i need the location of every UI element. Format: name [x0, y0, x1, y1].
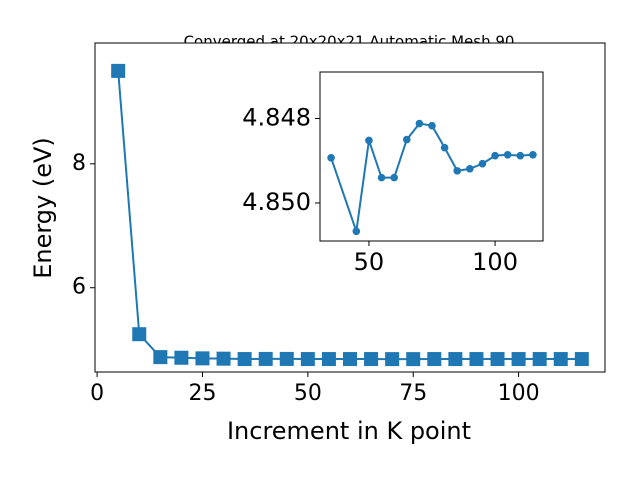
y-tick-label: 4.850: [242, 188, 311, 216]
marker: [237, 352, 252, 367]
marker: [402, 135, 411, 144]
marker: [453, 167, 462, 175]
x-tick-label: 75: [399, 381, 427, 406]
marker: [532, 352, 547, 367]
marker: [428, 121, 436, 130]
x-tick-label: 0: [90, 381, 104, 406]
marker: [377, 173, 386, 182]
x-axis-label: Increment in K point: [227, 417, 471, 445]
y-tick-label: 6: [72, 275, 86, 300]
marker: [415, 119, 424, 128]
marker: [466, 164, 474, 173]
marker: [216, 351, 231, 366]
marker: [327, 153, 335, 162]
marker: [491, 151, 499, 160]
marker: [478, 159, 487, 168]
marker: [321, 352, 336, 367]
marker: [385, 352, 400, 367]
marker: [516, 151, 525, 160]
marker: [365, 136, 373, 145]
marker: [300, 352, 315, 367]
y-tick-label: 8: [72, 151, 86, 176]
marker: [390, 173, 398, 182]
marker: [427, 352, 442, 367]
x-tick-label: 50: [294, 381, 322, 406]
marker: [195, 351, 210, 366]
marker: [279, 351, 294, 366]
marker: [511, 352, 526, 367]
y-tick-label: 4.848: [242, 103, 311, 131]
marker: [440, 143, 449, 152]
marker: [529, 151, 537, 159]
marker: [503, 151, 512, 159]
marker: [553, 352, 568, 367]
marker: [448, 352, 463, 367]
marker: [490, 352, 505, 367]
marker: [258, 351, 273, 366]
marker: [574, 352, 589, 367]
marker: [343, 352, 357, 367]
marker: [364, 352, 379, 367]
series-line: [330, 122, 533, 232]
marker: [111, 63, 126, 78]
marker: [153, 350, 168, 365]
marker: [406, 352, 421, 367]
marker: [352, 227, 361, 236]
marker: [174, 350, 189, 365]
x-tick-label: 100: [472, 248, 518, 276]
marker: [132, 327, 147, 342]
x-tick-label: 25: [188, 381, 216, 406]
y-axis-label: Energy (eV): [29, 137, 57, 279]
x-tick-label: 50: [354, 248, 385, 276]
marker: [469, 352, 484, 367]
x-tick-label: 100: [498, 381, 540, 406]
